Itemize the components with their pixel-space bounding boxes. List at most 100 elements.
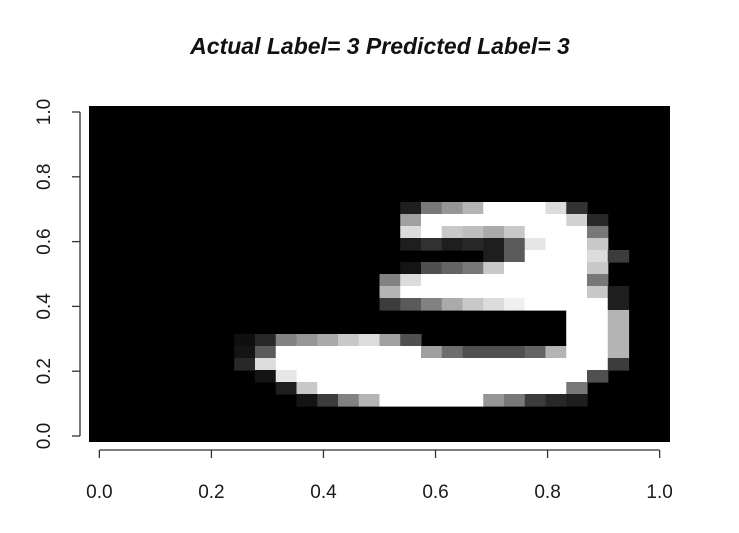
pixel-cell (524, 298, 547, 311)
y-tick-label: 0.0 (34, 423, 55, 449)
pixel-cell (504, 274, 526, 287)
pixel-cell (607, 250, 630, 263)
pixel-cell (504, 382, 526, 395)
pixel-cell (462, 394, 484, 407)
pixel-cell (441, 214, 464, 227)
pixel-cell (317, 358, 339, 371)
pixel-cell (441, 382, 464, 395)
pixel-cell (421, 370, 443, 383)
pixel-cell (566, 214, 588, 227)
pixel-cell (587, 214, 609, 227)
pixel-cell (587, 262, 609, 275)
pixel-cell (545, 394, 567, 407)
pixel-cell (607, 346, 630, 359)
chart-title: Actual Label= 3 Predicted Label= 3 (189, 33, 570, 59)
pixel-cell (587, 322, 609, 335)
pixel-cell (587, 334, 609, 347)
pixel-cell (338, 358, 360, 371)
pixel-cell (566, 334, 588, 347)
pixel-cell (379, 346, 401, 359)
pixel-cell (566, 370, 588, 383)
pixel-cell (483, 286, 505, 299)
pixel-cell (421, 346, 443, 359)
pixel-cell (524, 370, 547, 383)
pixel-cell (524, 346, 547, 359)
pixel-cell (400, 214, 422, 227)
pixel-cell (296, 346, 318, 359)
pixel-cell (441, 394, 464, 407)
pixel-cell (441, 358, 464, 371)
pixel-cell (421, 238, 443, 251)
pixel-cell (587, 250, 609, 263)
x-tick-label: 1.0 (646, 482, 672, 503)
x-tick-label: 0.6 (422, 482, 448, 503)
pixel-cell (400, 226, 422, 239)
pixel-cell (400, 298, 422, 311)
pixel-cell (483, 262, 505, 275)
pixel-cell (379, 274, 401, 287)
pixel-cell (566, 394, 588, 407)
pixel-cell (421, 226, 443, 239)
pixel-cell (317, 334, 339, 347)
pixel-cell (358, 370, 381, 383)
pixel-cell (587, 238, 609, 251)
pixel-cell (566, 322, 588, 335)
pixel-cell (400, 382, 422, 395)
pixel-cell (566, 286, 588, 299)
pixel-cell (317, 382, 339, 395)
pixel-cell (504, 202, 526, 215)
pixel-cell (483, 214, 505, 227)
pixel-cell (483, 370, 505, 383)
x-tick-label: 0.2 (198, 482, 224, 503)
pixel-cell (607, 334, 630, 347)
pixel-cell (504, 394, 526, 407)
pixel-cell (441, 226, 464, 239)
pixel-cell (421, 274, 443, 287)
pixel-cell (317, 370, 339, 383)
pixel-cell (462, 274, 484, 287)
pixel-cell (587, 346, 609, 359)
pixel-cell (545, 298, 567, 311)
pixel-cell (379, 286, 401, 299)
pixel-cell (566, 238, 588, 251)
pixel-cell (607, 322, 630, 335)
pixel-cell (524, 214, 547, 227)
pixel-cell (524, 262, 547, 275)
pixel-cell (296, 394, 318, 407)
pixel-cell (504, 250, 526, 263)
pixel-cell (379, 382, 401, 395)
pixel-cell (545, 370, 567, 383)
pixel-cell (462, 382, 484, 395)
pixel-cell (587, 286, 609, 299)
pixel-cell (421, 358, 443, 371)
pixel-cell (400, 286, 422, 299)
pixel-cell (483, 238, 505, 251)
pixel-cell (358, 382, 381, 395)
pixel-cell (421, 214, 443, 227)
pixel-cell (566, 250, 588, 263)
pixel-cell (400, 202, 422, 215)
pixel-cell (338, 346, 360, 359)
pixel-cell (607, 310, 630, 323)
pixel-cell (545, 274, 567, 287)
pixel-cell (524, 274, 547, 287)
pixel-cell (379, 334, 401, 347)
pixel-cell (483, 274, 505, 287)
pixel-cell (545, 214, 567, 227)
pixel-cell (379, 298, 401, 311)
pixel-cell (441, 238, 464, 251)
pixel-cell (234, 346, 256, 359)
pixel-cell (358, 394, 381, 407)
pixel-cell (566, 226, 588, 239)
pixel-cell (504, 262, 526, 275)
pixel-cell (524, 226, 547, 239)
pixel-cell (400, 262, 422, 275)
pixel-cell (421, 286, 443, 299)
pixel-cell (400, 334, 422, 347)
pixel-cell (462, 358, 484, 371)
pixel-cell (441, 298, 464, 311)
pixel-cell (421, 202, 443, 215)
pixel-cell (566, 274, 588, 287)
pixel-cell (566, 310, 588, 323)
pixel-cell (587, 310, 609, 323)
